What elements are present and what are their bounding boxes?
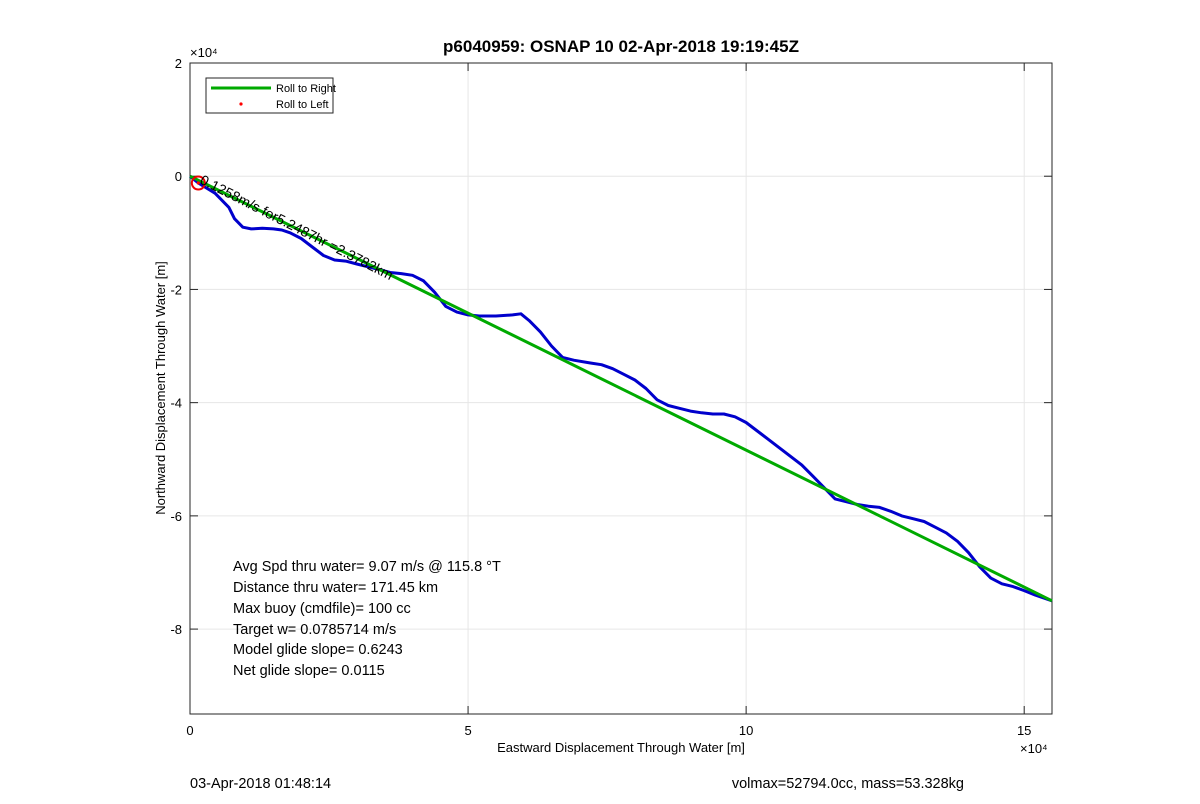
stats-line-distance: Distance thru water= 171.45 km bbox=[233, 580, 438, 596]
x-tick-label: 10 bbox=[739, 723, 753, 738]
series-group bbox=[189, 174, 1053, 603]
x-exponent-label: ×10⁴ bbox=[1020, 741, 1048, 756]
grid bbox=[189, 62, 1052, 714]
series-roll-right-line bbox=[189, 174, 1053, 603]
legend: Roll to Right Roll to Left bbox=[205, 77, 336, 114]
stats-line-max-buoy: Max buoy (cmdfile)= 100 cc bbox=[233, 601, 411, 617]
stats-line-net-glide: Net glide slope= 0.0115 bbox=[233, 663, 385, 679]
y-axis-label: Northward Displacement Through Water [m] bbox=[153, 261, 168, 515]
stats-line-model-glide: Model glide slope= 0.6243 bbox=[233, 642, 403, 658]
footer-timestamp: 03-Apr-2018 01:48:14 bbox=[190, 776, 331, 792]
series-roll-left-point bbox=[196, 181, 200, 185]
footer-volmax-mass: volmax=52794.0cc, mass=53.328kg bbox=[732, 776, 964, 792]
series-roll-left-marker bbox=[190, 175, 206, 191]
legend-swatch-roll-left bbox=[239, 102, 243, 106]
chart-title: p6040959: OSNAP 10 02-Apr-2018 19:19:45Z bbox=[443, 37, 799, 56]
y-tick-label: -4 bbox=[170, 396, 182, 411]
x-axis-label: Eastward Displacement Through Water [m] bbox=[497, 740, 745, 755]
y-tick-label: 2 bbox=[175, 56, 182, 71]
stats-line-avg-speed: Avg Spd thru water= 9.07 m/s @ 115.8 °T bbox=[233, 559, 501, 575]
y-tick-label: 0 bbox=[175, 169, 182, 184]
x-tick-label: 15 bbox=[1017, 723, 1031, 738]
y-tick-label: -2 bbox=[170, 282, 182, 297]
x-tick-label: 0 bbox=[186, 723, 193, 738]
legend-label-roll-left: Roll to Left bbox=[276, 99, 329, 111]
stats-line-target-w: Target w= 0.0785714 m/s bbox=[233, 622, 396, 638]
y-exponent-label: ×10⁴ bbox=[190, 45, 218, 60]
stats-block: Avg Spd thru water= 9.07 m/s @ 115.8 °T … bbox=[233, 559, 501, 679]
y-tick-label: -6 bbox=[170, 509, 182, 524]
legend-label-roll-right: Roll to Right bbox=[276, 83, 336, 95]
x-tick-label: 5 bbox=[464, 723, 471, 738]
legend-box bbox=[205, 77, 334, 114]
y-tick-label: -8 bbox=[170, 622, 182, 637]
series-track-line bbox=[189, 175, 1053, 603]
axes-box bbox=[189, 62, 1053, 715]
